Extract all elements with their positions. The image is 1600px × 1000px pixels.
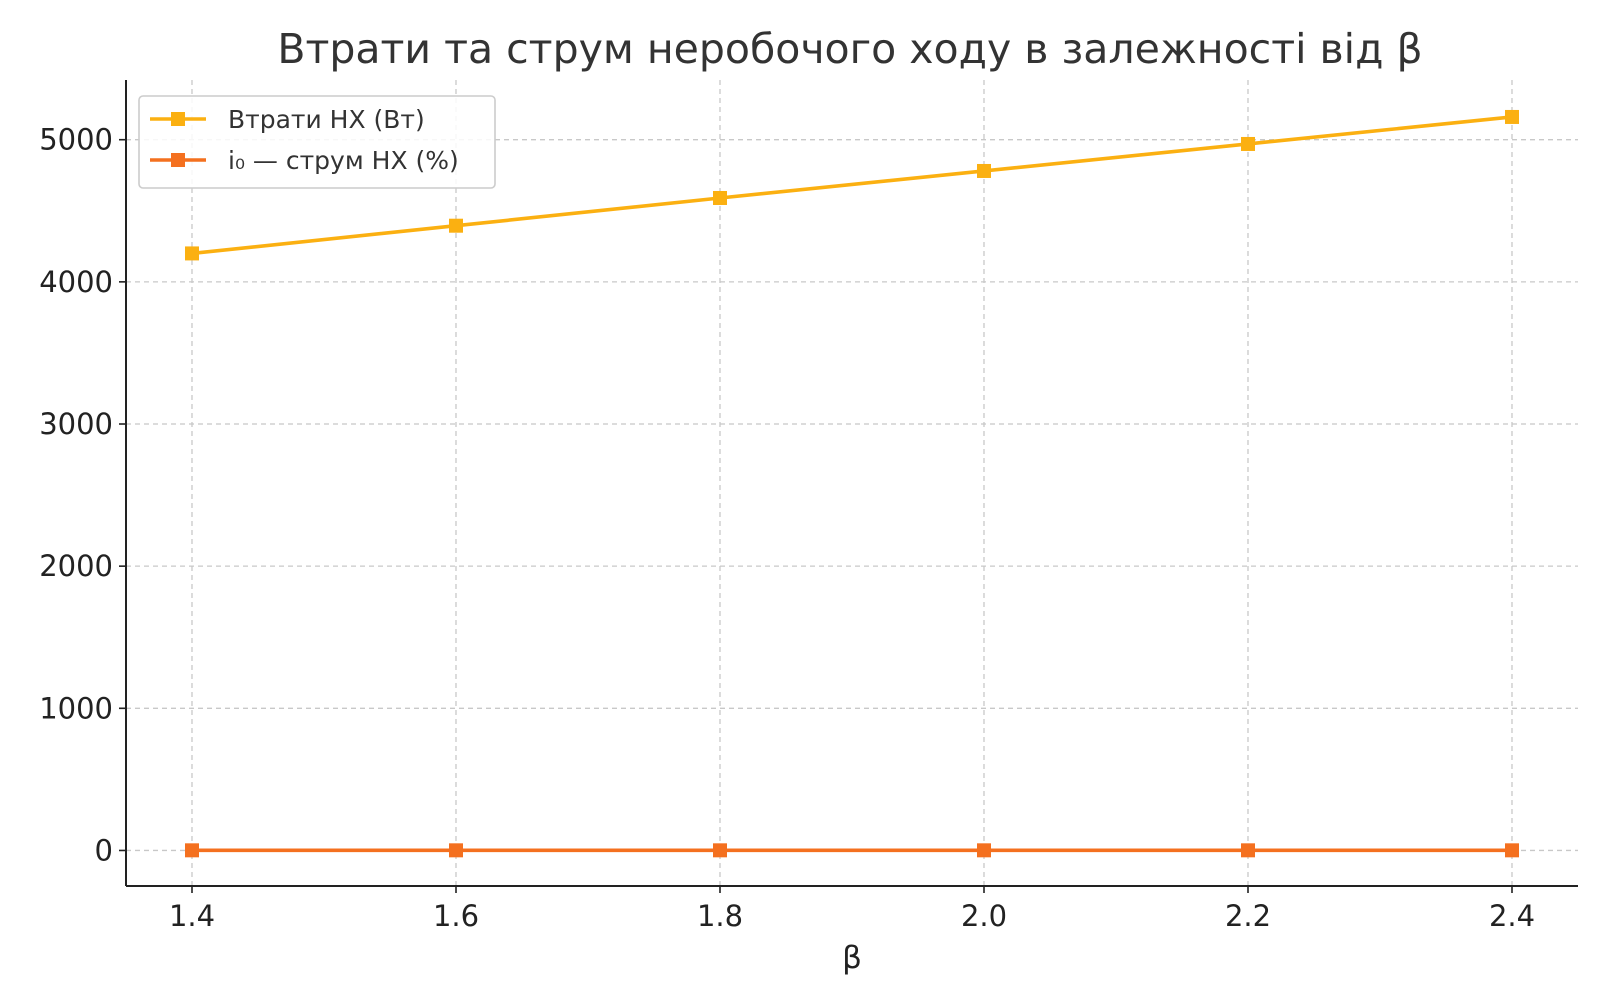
data-point-series-2 (449, 843, 463, 858)
y-tick-label: 3000 (39, 407, 113, 441)
axes (125, 80, 1578, 887)
data-point-series-2 (977, 843, 991, 858)
legend-marker-1 (171, 112, 185, 126)
x-tick-label: 1.8 (697, 899, 743, 933)
y-tick-label: 2000 (39, 549, 113, 583)
data-point-series-1 (1505, 109, 1519, 124)
y-tick-label: 4000 (39, 265, 113, 299)
data-point-series-2 (1241, 843, 1255, 858)
legend-label-2: i₀ — струм НХ (%) (228, 146, 459, 175)
data-point-series-1 (449, 218, 463, 233)
x-tick-label: 1.6 (433, 899, 479, 933)
data-point-series-1 (185, 246, 199, 261)
x-tick-label: 2.0 (961, 899, 1007, 933)
x-tick-label: 2.2 (1225, 899, 1271, 933)
y-tick-label: 1000 (39, 691, 113, 725)
y-tick-label: 5000 (39, 123, 113, 157)
y-tick-label: 0 (95, 833, 113, 867)
data-point-series-1 (713, 190, 727, 205)
data-point-series-1 (977, 163, 991, 178)
legend-label-1: Втрати НХ (Вт) (228, 105, 425, 134)
data-point-series-2 (185, 843, 199, 858)
ticks: 1.4 1.6 1.8 2.0 2.2 2.4 0 1000 2000 3000 4000 5000 (39, 123, 1535, 933)
x-axis-label: β (842, 940, 862, 976)
x-tick-label: 1.4 (169, 899, 215, 933)
data-point-series-1 (1241, 136, 1255, 151)
plot-area (185, 109, 1519, 858)
series-line-1 (191, 115, 1513, 256)
chart-title: Втрати та струм неробочого ходу в залежн… (277, 25, 1422, 73)
legend-frame (138, 95, 496, 189)
grid (126, 80, 1578, 886)
legend: Втрати НХ (Вт) i₀ — струм НХ (%) (138, 95, 496, 189)
legend-marker-2 (171, 153, 185, 167)
x-tick-label: 2.4 (1489, 899, 1535, 933)
data-point-series-2 (713, 843, 727, 858)
data-point-series-2 (1505, 843, 1519, 858)
